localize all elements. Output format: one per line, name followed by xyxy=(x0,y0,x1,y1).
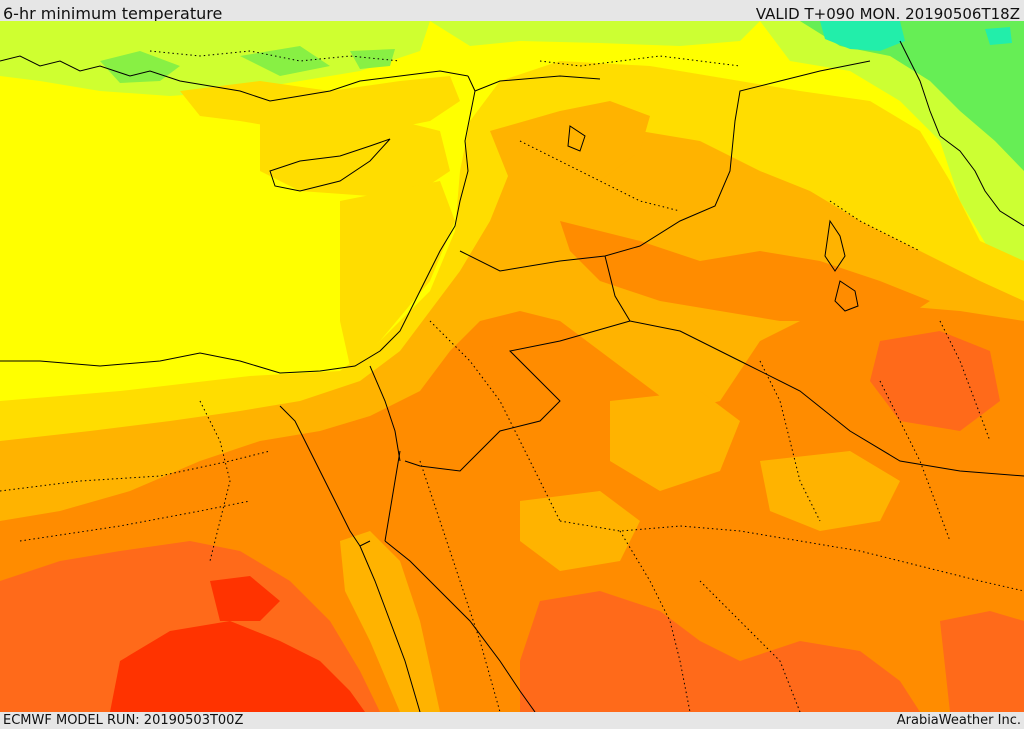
valid-time: VALID T+090 MON. 20190506T18Z xyxy=(755,5,1020,23)
field-orange-red-iraq xyxy=(870,331,1000,431)
model-run: ECMWF MODEL RUN: 20190503T00Z xyxy=(3,713,244,728)
field-light-pocket-3 xyxy=(760,451,900,531)
map-canvas xyxy=(0,21,1024,712)
field-light-pocket-1 xyxy=(610,391,740,491)
field-gold-sea xyxy=(340,181,455,366)
field-green-north xyxy=(0,21,430,96)
credit-text: ArabiaWeather Inc. xyxy=(896,713,1021,728)
header-bar: 6-hr minimum temperature VALID T+090 MON… xyxy=(0,0,1024,23)
field-red-2 xyxy=(210,576,280,621)
field-orange-light-north xyxy=(490,101,650,191)
coastlines xyxy=(0,55,1024,712)
temperature-map[interactable] xyxy=(0,21,1024,712)
field-gold-cyprus-band xyxy=(260,116,450,196)
field-gold-west xyxy=(180,76,460,131)
field-orange-jordan xyxy=(460,341,560,461)
field-orange-north-iraq xyxy=(560,221,930,321)
field-red xyxy=(110,621,365,712)
field-green-ne-inner xyxy=(800,21,1024,171)
field-orange-red-east xyxy=(940,611,1024,712)
admin-borders xyxy=(0,50,1024,712)
country-borders xyxy=(369,40,1024,477)
field-green-band-north xyxy=(430,21,760,46)
field-orange-red-saudi xyxy=(520,591,920,712)
field-light-pocket-2 xyxy=(520,491,640,571)
field-green-patches xyxy=(100,46,395,83)
footer-bar: ECMWF MODEL RUN: 20190503T00Z ArabiaWeat… xyxy=(0,712,1024,729)
map-title: 6-hr minimum temperature xyxy=(3,4,223,23)
field-cyan-ne xyxy=(820,21,1012,51)
